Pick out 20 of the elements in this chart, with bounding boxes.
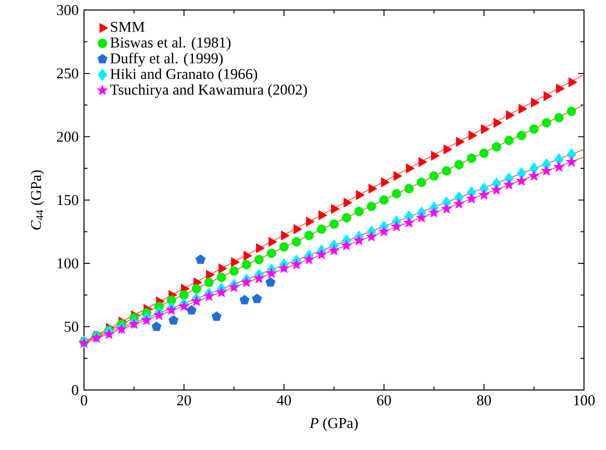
y-tick-label: 50	[64, 322, 78, 332]
legend-label: SMM	[110, 22, 145, 32]
legend-label: Duffy et al. (1999)	[110, 52, 223, 66]
y-tick-label: 100	[58, 258, 78, 268]
x-tick-label: 100	[574, 395, 595, 406]
x-tick-label: 0	[80, 395, 88, 406]
y-tick-label: 0	[72, 384, 78, 396]
y-tick-label: 250	[56, 68, 78, 78]
x-tick-label: 60	[377, 395, 391, 406]
x-tick-label: 40	[276, 395, 291, 406]
legend-label: Biswas et al. (1981)	[110, 37, 230, 51]
legend-label: Tsuchirya and Kawamura (2002)	[110, 84, 307, 98]
y-tick-label: 150	[58, 194, 78, 206]
x-tick-label: 80	[477, 395, 491, 406]
y-axis-title: C$_{44}$ (GPa)	[30, 170, 44, 230]
y-tick-label: 200	[56, 132, 78, 142]
y-tick-label: 300	[57, 4, 78, 16]
legend-label: Hiki and Granato (1966)	[110, 68, 258, 82]
x-axis-title: P (GPa)	[310, 418, 358, 432]
x-tick-label: 20	[177, 395, 191, 406]
